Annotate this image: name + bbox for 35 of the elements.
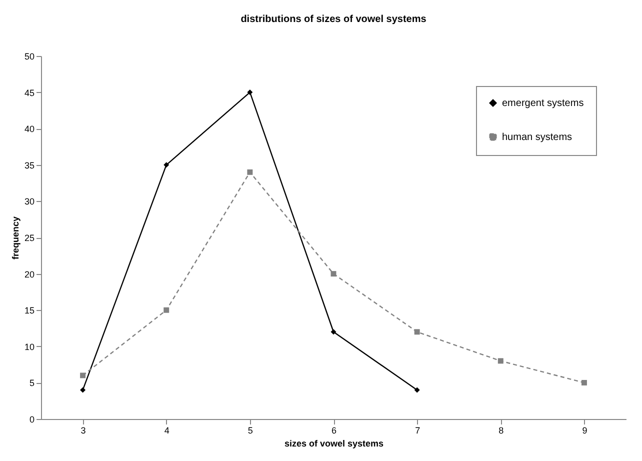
y-tick-label: 35 [24,160,34,170]
x-tick-label: 6 [331,426,337,436]
point [164,307,170,313]
x-tick-label: 8 [498,426,504,436]
chart-title: distributions of sizes of vowel systems [240,14,427,25]
point [80,372,86,378]
y-tick-label: 20 [24,269,34,280]
legend-label: human systems [502,132,572,143]
x-tick-label: 4 [164,426,170,436]
point [80,387,86,393]
point [330,329,336,335]
y-tick-label: 0 [29,414,34,424]
y-tick-label: 10 [24,342,34,352]
point [498,358,504,364]
x-tick-label: 9 [582,426,588,436]
y-tick-label: 50 [24,52,34,62]
point [414,387,420,393]
point [164,162,170,168]
y-tick-label: 5 [29,378,34,388]
point [247,90,253,96]
point [581,380,587,386]
point [414,329,420,335]
x-tick-label: 5 [248,426,253,436]
y-axis-title: frequency [10,216,20,260]
x-tick-label: 7 [415,426,420,436]
x-tick-label: 3 [80,426,86,436]
x-axis-title: sizes of vowel systems [284,438,384,448]
y-tick-label: 40 [24,124,34,134]
y-tick-label: 30 [24,196,34,207]
y-tick-label: 25 [24,233,34,243]
y-tick-label: 45 [24,88,34,98]
point [247,169,253,175]
legend-label: emergent systems [502,98,584,109]
y-tick-label: 15 [24,306,34,316]
point [330,271,336,277]
